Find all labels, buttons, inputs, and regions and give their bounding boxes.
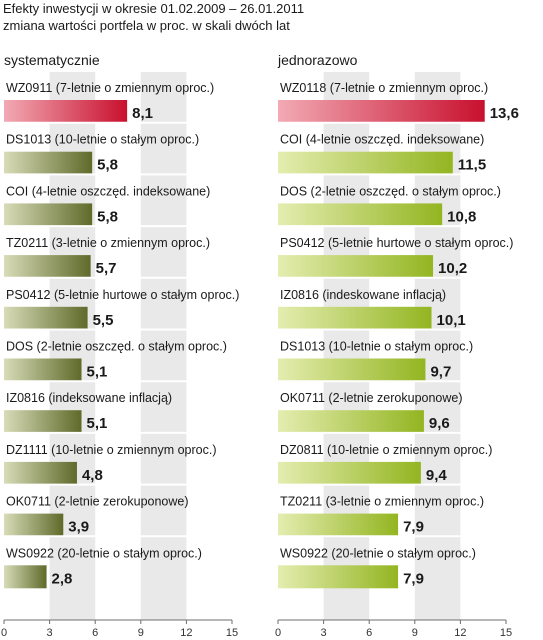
bar bbox=[4, 100, 128, 123]
bar-label: WZ0118 (7-letnie o zmiennym oproc.) bbox=[280, 81, 488, 95]
panel-title: systematycznie bbox=[4, 52, 100, 68]
x-tick-label: 9 bbox=[412, 627, 418, 639]
bar-value-label: 9,4 bbox=[426, 467, 448, 484]
x-tick-label: 6 bbox=[92, 627, 98, 639]
bar-label: COI (4-letnie oszczęd. indeksowane) bbox=[6, 184, 210, 198]
bar bbox=[278, 151, 453, 175]
bar bbox=[278, 100, 485, 123]
bar-value-label: 9,7 bbox=[430, 364, 451, 381]
x-tick-label: 9 bbox=[138, 627, 144, 639]
panel-title: jednorazowo bbox=[277, 52, 358, 68]
bar bbox=[4, 203, 93, 227]
bar bbox=[4, 306, 88, 330]
bar-value-label: 5,7 bbox=[96, 260, 117, 277]
x-tick-label: 0 bbox=[275, 627, 281, 639]
bar-value-label: 5,1 bbox=[87, 415, 108, 432]
x-tick-label: 3 bbox=[321, 627, 327, 639]
chart-title: Efekty inwestycji w okresie 01.02.2009 –… bbox=[3, 1, 305, 16]
x-tick-label: 0 bbox=[1, 627, 7, 639]
chart-subtitle: zmiana wartości portfela w proc. w skali… bbox=[3, 18, 290, 33]
bar-label: OK0711 (2-letnie zerokuponowe) bbox=[6, 495, 189, 509]
bar-label: TZ0211 (3-letnie o zmiennym oproc.) bbox=[6, 236, 210, 250]
bar-label: DZ0811 (10-letnie o zmiennym oproc.) bbox=[280, 443, 492, 457]
bar-label: WS0922 (20-letnie o stałym oproc.) bbox=[6, 546, 202, 560]
bar-label: DS1013 (10-letnie o stałym oproc.) bbox=[280, 340, 473, 354]
bar-value-label: 10,2 bbox=[438, 260, 467, 277]
bar-value-label: 5,5 bbox=[93, 312, 114, 329]
bar-label: TZ0211 (3-letnie o zmiennym oproc.) bbox=[280, 495, 484, 509]
bar-label: IZ0816 (indeskowane inflacją) bbox=[280, 288, 446, 302]
bar-value-label: 3,9 bbox=[68, 519, 89, 536]
bar-value-label: 13,6 bbox=[490, 105, 519, 122]
bar bbox=[4, 513, 64, 537]
bar bbox=[278, 306, 432, 330]
bar bbox=[278, 255, 434, 279]
bar-value-label: 2,8 bbox=[52, 570, 73, 587]
x-tick-label: 3 bbox=[47, 627, 53, 639]
bar-value-label: 11,5 bbox=[458, 157, 486, 174]
bar-value-label: 7,9 bbox=[403, 519, 424, 536]
x-tick-label: 15 bbox=[500, 627, 512, 639]
bar-value-label: 10,8 bbox=[447, 208, 476, 225]
bar bbox=[4, 461, 77, 485]
bar-value-label: 5,8 bbox=[97, 157, 118, 174]
bar bbox=[4, 358, 82, 382]
bar-value-label: 7,9 bbox=[403, 570, 424, 587]
bar-value-label: 10,1 bbox=[437, 312, 466, 329]
x-tick-label: 12 bbox=[454, 627, 466, 639]
bar-label: PS0412 (5-letnie hurtowe o stałym oproc.… bbox=[280, 236, 513, 250]
x-tick-label: 12 bbox=[180, 627, 192, 639]
bar bbox=[278, 358, 426, 382]
bar bbox=[278, 513, 399, 537]
bar bbox=[278, 410, 424, 434]
bar-value-label: 5,1 bbox=[87, 364, 108, 381]
bar-label: WS0922 (20-letnie o stałym oproc.) bbox=[280, 546, 476, 560]
bar-label: COI (4-letnie oszczęd. indeksowane) bbox=[280, 133, 484, 147]
x-tick-label: 6 bbox=[366, 627, 372, 639]
bar bbox=[278, 461, 421, 485]
bar-label: DZ1111 (10-letnie o zmiennym oproc.) bbox=[6, 443, 217, 457]
bar bbox=[4, 151, 93, 175]
bar bbox=[4, 410, 82, 434]
bar bbox=[278, 565, 399, 589]
bar-label: DS1013 (10-letnie o stałym oproc.) bbox=[6, 133, 199, 147]
bar-label: OK0711 (2-letnie zerokuponowe) bbox=[280, 391, 463, 405]
x-tick-label: 15 bbox=[226, 627, 238, 639]
bar bbox=[278, 203, 443, 227]
grid-band bbox=[140, 70, 187, 620]
bar-label: DOS (2-letnie oszczęd. o stałym oproc.) bbox=[280, 184, 501, 198]
bar-label: WZ0911 (7-letnie o zmiennym oproc.) bbox=[6, 81, 214, 95]
bar bbox=[4, 565, 47, 589]
bar-label: PS0412 (5-letnie hurtowe o stałym oproc.… bbox=[6, 288, 239, 302]
bar-value-label: 4,8 bbox=[82, 467, 103, 484]
bar-label: DOS (2-letnie oszczęd. o stałym oproc.) bbox=[6, 340, 227, 354]
bar-value-label: 9,6 bbox=[429, 415, 450, 432]
bar bbox=[4, 255, 91, 279]
bar-label: IZ0816 (indeksowane inflacją) bbox=[6, 391, 172, 405]
bar-value-label: 5,8 bbox=[97, 208, 118, 225]
bar-value-label: 8,1 bbox=[132, 105, 153, 122]
